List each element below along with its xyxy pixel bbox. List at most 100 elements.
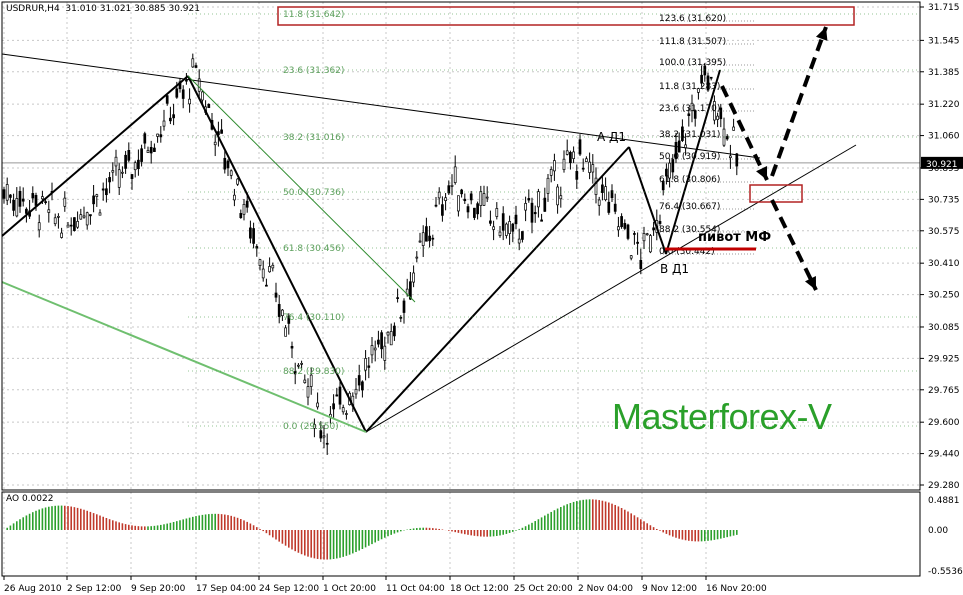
- candle-body: [457, 195, 460, 212]
- fib-minor-label: 111.8 (31.507): [659, 37, 726, 47]
- candle-body: [553, 160, 556, 172]
- candle-body: [719, 107, 723, 120]
- candle-body: [332, 403, 335, 410]
- watermark: Masterforex-V: [612, 396, 832, 437]
- trend-line: [365, 144, 857, 433]
- candle-body: [463, 198, 467, 202]
- pivot-label: пивот МФ: [698, 230, 772, 245]
- candle-body: [172, 114, 175, 119]
- candle-body: [89, 214, 92, 217]
- candle-body: [73, 217, 76, 231]
- trend-lines: [1, 53, 857, 433]
- candle-body: [604, 186, 607, 201]
- price-tick-label: 29.925: [928, 354, 960, 364]
- candle-body: [649, 235, 652, 253]
- candle-body: [361, 381, 364, 391]
- candle-body: [633, 233, 636, 235]
- candle-body: [572, 151, 575, 159]
- price-tick-label: 29.280: [928, 481, 960, 491]
- candle-body: [725, 136, 729, 140]
- candle-body: [207, 103, 211, 109]
- candle-body: [271, 264, 275, 269]
- candle-body: [636, 241, 639, 244]
- candle-body: [693, 110, 697, 119]
- candle-body: [466, 206, 470, 213]
- time-tick-label: 17 Sep 04:00: [196, 584, 256, 594]
- candle-body: [476, 203, 479, 215]
- candle-body: [242, 204, 246, 215]
- candle-body: [601, 184, 604, 193]
- candlestick-series: [2, 53, 739, 455]
- candle-body: [613, 203, 617, 212]
- candle-body: [492, 226, 495, 230]
- candle-body: [226, 160, 230, 169]
- candle-body: [546, 177, 550, 194]
- time-tick-label: 25 Oct 20:00: [514, 584, 573, 594]
- candle-body: [402, 300, 406, 313]
- candle-body: [66, 224, 70, 228]
- candle-body: [645, 233, 649, 236]
- candle-body: [188, 98, 191, 105]
- time-tick-label: 9 Nov 12:00: [642, 584, 697, 594]
- point-b-label: В Д1: [660, 262, 690, 276]
- candle-body: [322, 435, 326, 438]
- zigzag-line: [365, 146, 630, 433]
- candle-body: [498, 231, 502, 236]
- candle-body: [703, 65, 707, 76]
- fib-base-line: [187, 75, 416, 303]
- chart-header: USDRUR,H4 31.010 31.021 30.885 30.921: [6, 4, 200, 14]
- candle-body: [117, 169, 121, 188]
- chart-grid: [2, 2, 920, 576]
- candle-body: [268, 266, 271, 273]
- candle-body: [389, 331, 393, 346]
- current-price-tag: [921, 156, 963, 169]
- candle-body: [121, 171, 124, 174]
- candle-body: [313, 424, 316, 429]
- candle-body: [380, 332, 383, 350]
- candle-body: [197, 78, 201, 92]
- candle-body: [146, 150, 150, 153]
- candle-body: [396, 297, 399, 299]
- time-tick-label: 18 Oct 12:00: [450, 584, 509, 594]
- candle-body: [377, 339, 380, 345]
- candle-body: [732, 126, 735, 131]
- candle-body: [441, 204, 444, 216]
- candle-body: [293, 371, 297, 375]
- candle-body: [287, 315, 291, 324]
- current-price-label: 30.921: [926, 160, 958, 170]
- candle-body: [265, 284, 268, 287]
- candle-body: [98, 212, 102, 216]
- candle-body: [505, 223, 508, 236]
- candle-body: [181, 89, 185, 99]
- candle-body: [485, 196, 489, 199]
- candle-body: [108, 177, 111, 183]
- candle-body: [585, 158, 588, 162]
- candle-body: [130, 174, 134, 179]
- zigzag-line: [1, 75, 189, 237]
- candle-body: [543, 197, 547, 212]
- candle-body: [591, 164, 595, 173]
- candle-body: [223, 157, 227, 170]
- candle-body: [236, 178, 239, 185]
- fib-major-label: 23.6 (31.362): [283, 66, 344, 76]
- price-tick-label: 31.715: [928, 3, 960, 13]
- candle-body: [316, 402, 319, 408]
- zigzag-line: [187, 75, 367, 433]
- candle-body: [169, 117, 172, 122]
- candle-body: [12, 199, 15, 211]
- candle-body: [57, 216, 60, 218]
- candle-body: [617, 226, 620, 231]
- candle-body: [540, 219, 543, 222]
- candle-body: [658, 221, 662, 224]
- candle-body: [82, 215, 86, 218]
- candle-body: [716, 115, 719, 120]
- candle-body: [473, 207, 476, 218]
- candle-body: [425, 226, 428, 242]
- candle-body: [143, 133, 147, 144]
- candle-body: [524, 203, 527, 211]
- candle-body: [191, 58, 195, 68]
- fib-minor-label: 50.0 (30.919): [659, 152, 720, 162]
- fib-major-label: 11.8 (31.642): [283, 10, 344, 20]
- candle-body: [63, 197, 67, 207]
